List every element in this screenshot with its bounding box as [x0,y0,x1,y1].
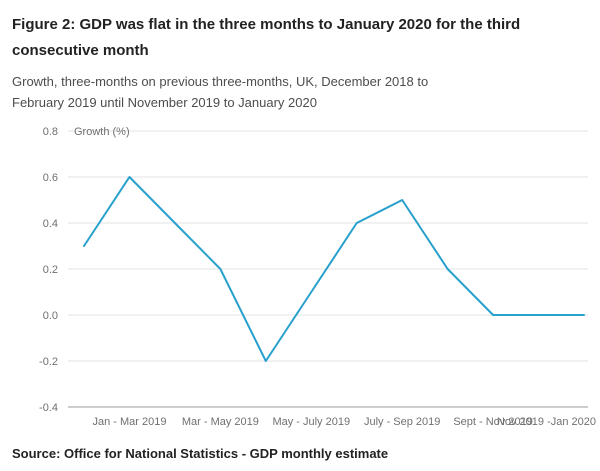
x-tick-label: July - Sep 2019 [364,416,440,428]
chart-canvas: 0.8 0.6 0.4 0.2 0.0 -0.2 -0.4 Growth (%) Jan - M… [39,126,596,428]
x-tick-label: Sept - Nov 2019 [453,416,533,428]
y-tick-label: -0.4 [39,402,58,414]
x-tick-label: Mar - May 2019 [182,416,259,428]
y-tick-label: 0.2 [43,264,58,276]
y-tick-label: 0.6 [43,172,58,184]
x-tick-label: May - July 2019 [272,416,350,428]
x-tick-label: Jan - Mar 2019 [92,416,166,428]
y-tick-label: -0.2 [39,356,58,368]
figure-title: Figure 2: GDP was flat in the three mont… [12,16,521,60]
gdp-figure-page: Figure 2: GDP was flat in the three mont… [12,16,596,462]
gdp-line-chart: 0.8 0.6 0.4 0.2 0.0 -0.2 -0.4 Growth (%) Jan - M… [12,115,596,442]
gdp-growth-line [83,176,585,363]
y-tick-label: 0.4 [43,218,58,230]
y-tick-label: 0.0 [43,310,58,322]
x-tick-label: Nov 2019 -Jan 2020 [497,416,596,428]
figure-subtitle: Growth, three-months on previous three-m… [12,73,429,110]
y-tick-label: 0.8 [43,126,58,138]
source-note: Source: Office for National Statistics -… [12,446,389,462]
y-axis-title: Growth (%) [74,126,130,138]
